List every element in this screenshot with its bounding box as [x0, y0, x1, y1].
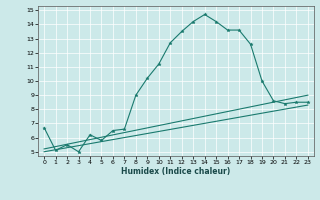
X-axis label: Humidex (Indice chaleur): Humidex (Indice chaleur) — [121, 167, 231, 176]
